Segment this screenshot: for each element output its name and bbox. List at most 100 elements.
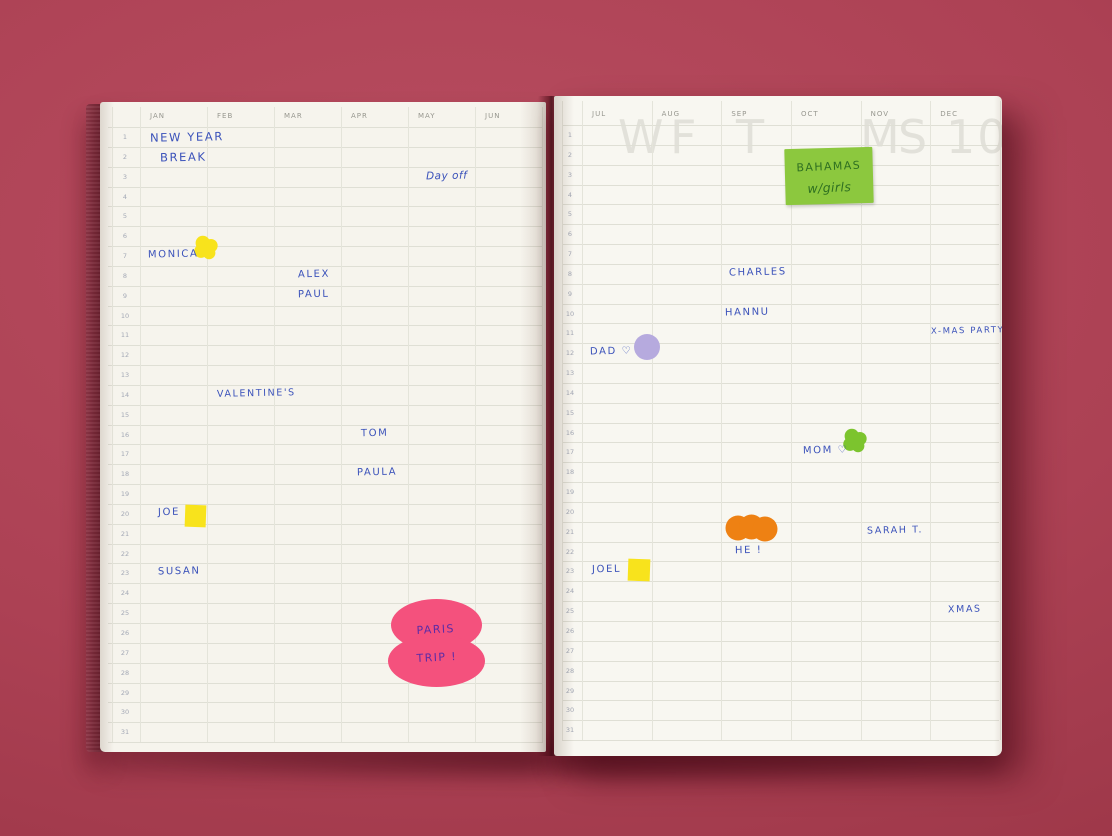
day-number: 7 <box>567 250 573 259</box>
month-label-jun: JUN <box>485 112 501 120</box>
entry-dad: DAD ♡ <box>589 345 633 358</box>
day-number: 24 <box>565 587 575 596</box>
day-number: 19 <box>565 488 575 497</box>
grid-row-line <box>108 146 543 148</box>
grid-row-line <box>108 523 543 525</box>
entry-new-year: NEW YEAR <box>149 129 224 145</box>
ghost-showthrough-letter: S <box>898 110 930 164</box>
grid-row-line <box>108 583 543 585</box>
day-number: 3 <box>122 172 128 181</box>
day-number: 2 <box>567 150 573 159</box>
day-number: 4 <box>122 192 128 201</box>
entry-x-mas-party: X-MAS PARTY <box>931 325 1002 338</box>
grid-row-line <box>562 680 999 682</box>
entry-susan: SUSAN <box>157 566 201 578</box>
grid-row-line <box>108 603 543 605</box>
grid-row-line <box>108 226 543 228</box>
day-number: 17 <box>120 450 130 459</box>
day-number: 1 <box>122 133 128 141</box>
sticker-ellipse <box>388 635 485 687</box>
grid-row-line <box>108 127 543 128</box>
day-number: 31 <box>120 728 130 737</box>
day-number: 19 <box>120 490 130 499</box>
day-number: 6 <box>122 232 128 241</box>
grid-row-line <box>562 144 999 146</box>
entry-monica: MONICA <box>147 248 199 261</box>
entry-tom: TOM <box>360 427 389 439</box>
grid-row-line <box>108 464 543 466</box>
entry-joe: JOE <box>157 506 181 519</box>
day-number: 31 <box>565 726 575 735</box>
grid-row-line <box>562 125 999 126</box>
entry-mom: MOM ♡ <box>802 444 849 457</box>
grid-column-line <box>860 101 862 741</box>
day-number: 10 <box>120 311 130 320</box>
entry-alex: ALEX <box>297 268 331 281</box>
day-number: 24 <box>120 589 130 598</box>
grid-column-line <box>791 101 792 741</box>
grid-row-line <box>562 204 999 206</box>
day-number: 10 <box>565 309 575 318</box>
month-label-feb: FEB <box>217 112 234 120</box>
mom-clover-sticker <box>841 427 868 454</box>
grid-column-line <box>207 107 208 743</box>
grid-row-line <box>108 325 543 327</box>
day-number: 9 <box>567 289 573 298</box>
grid-column-line <box>140 107 141 743</box>
grid-column-line <box>582 101 583 741</box>
dad-dot-sticker <box>634 334 660 360</box>
grid-column-line <box>930 101 932 741</box>
grid-column-line <box>475 107 476 743</box>
grid-column-line <box>562 101 563 741</box>
day-number: 11 <box>120 331 130 340</box>
note-line-trip: TRIP ! <box>416 649 458 665</box>
grid-row-line <box>108 166 543 168</box>
monica-flower-sticker <box>192 234 219 261</box>
day-number: 7 <box>122 252 128 261</box>
entry-sarah-t: SARAH T. <box>866 524 923 537</box>
grid-row-line <box>108 404 543 406</box>
note-line-w-girls: w/girls <box>807 179 852 196</box>
grid-row-line <box>562 621 999 622</box>
day-number: 27 <box>565 646 575 655</box>
entry-paul: PAUL <box>297 288 330 301</box>
grid-row-line <box>108 623 543 624</box>
day-number: 14 <box>565 388 575 397</box>
day-number: 6 <box>567 230 573 239</box>
day-number: 11 <box>565 329 575 338</box>
grid-row-line <box>562 541 999 543</box>
joel-square-sticker <box>627 558 651 582</box>
grid-row-line <box>562 402 999 404</box>
grid-row-line <box>108 444 543 446</box>
grid-row-line <box>108 206 543 208</box>
grid-row-line <box>562 581 999 583</box>
grid-row-line <box>562 740 999 742</box>
grid-column-line <box>408 107 409 743</box>
month-label-oct: OCT <box>800 110 819 118</box>
entry-break: BREAK <box>159 149 207 165</box>
grid-row-line <box>562 660 999 662</box>
grid-row-line <box>562 601 999 603</box>
day-number: 20 <box>120 509 130 518</box>
day-number: 30 <box>120 708 130 717</box>
day-number: 27 <box>120 648 130 657</box>
grid-column-line <box>112 107 113 743</box>
day-number: 4 <box>567 190 573 199</box>
day-number: 5 <box>122 212 128 221</box>
note-line-paris: PARIS <box>416 621 456 637</box>
grid-row-line <box>562 244 999 246</box>
planner-book: JAN FEB MAR APR MAY JUN 1 2 3 4 5 6 7 8 9 10 11 12 13 14 15 1… <box>86 94 1014 786</box>
grid-row-line <box>108 503 543 505</box>
ghost-showthrough-letter: T <box>736 110 767 164</box>
day-number: 8 <box>122 271 128 280</box>
month-label-jan: JAN <box>150 112 165 120</box>
grid-row-line <box>108 305 543 307</box>
day-number: 1 <box>567 131 573 139</box>
grid-row-line <box>562 720 999 722</box>
left-page: JAN FEB MAR APR MAY JUN 1 2 3 4 5 6 7 8 9 10 11 12 13 14 15 1… <box>100 102 546 752</box>
grid-row-line <box>562 382 999 384</box>
joe-square-sticker <box>184 504 207 528</box>
day-number: 3 <box>567 170 573 179</box>
day-number: 2 <box>122 152 128 161</box>
grid-row-line <box>108 484 543 486</box>
